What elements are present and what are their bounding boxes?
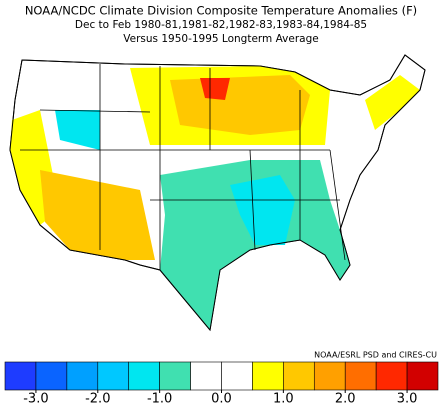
us-map xyxy=(9,54,426,332)
tick-label: 1.0 xyxy=(273,392,294,406)
color-box xyxy=(283,361,315,391)
color-box xyxy=(35,361,68,391)
color-box xyxy=(128,361,160,391)
reference: Versus 1950-1995 Longterm Average xyxy=(123,33,318,45)
credit: NOAA/ESRL PSD and CIRES-CU xyxy=(314,351,437,360)
color-box xyxy=(190,361,222,391)
color-box xyxy=(159,361,191,391)
color-box xyxy=(344,361,377,391)
color-box xyxy=(406,361,439,391)
tick-label: 2.0 xyxy=(335,392,356,406)
tick-label: -2.0 xyxy=(85,392,110,406)
color-box xyxy=(221,361,253,391)
tick-label: 0.0 xyxy=(211,392,232,406)
tick-label: -1.0 xyxy=(147,392,172,406)
title: NOAA/NCDC Climate Division Composite Tem… xyxy=(25,4,417,18)
tick-label: -3.0 xyxy=(23,392,48,406)
color-box xyxy=(313,361,346,391)
color-box xyxy=(4,361,37,391)
color-box xyxy=(252,361,284,391)
colorbar: -3.0 -2.0 -1.0 0.0 1.0 2.0 3.0 xyxy=(4,361,439,406)
subtitle: Dec to Feb 1980-81,1981-82,1982-83,1983-… xyxy=(75,19,367,31)
color-box xyxy=(97,361,130,391)
color-box xyxy=(375,361,408,391)
color-box xyxy=(66,361,99,391)
tick-label: 3.0 xyxy=(397,392,418,406)
